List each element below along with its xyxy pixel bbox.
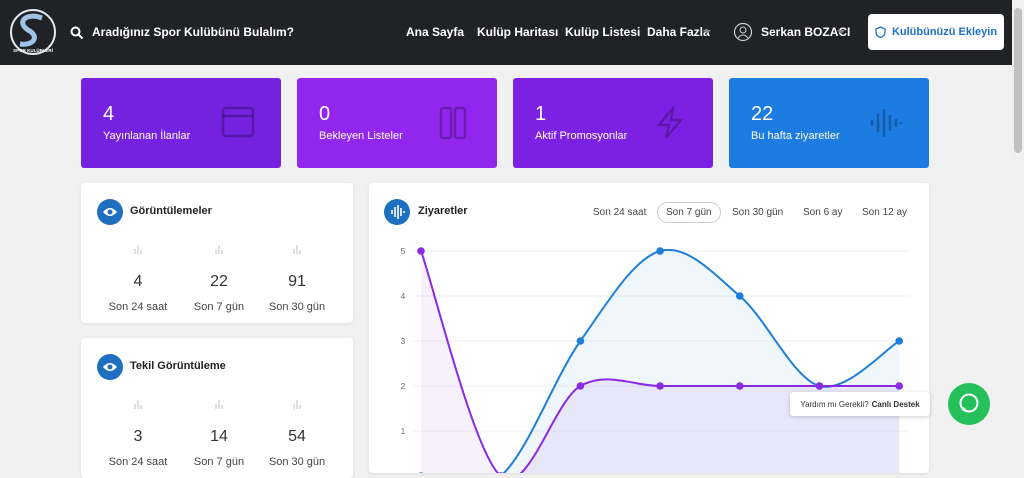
stat-label: Son 24 saat bbox=[108, 301, 168, 313]
navbar: SPOR KULÜPLERİ Aradığınız Spor Kulübünü … bbox=[0, 0, 1012, 65]
stat-value: 22 bbox=[210, 273, 228, 290]
stat-value: 4 bbox=[103, 103, 115, 125]
logo[interactable]: SPOR KULÜPLERİ bbox=[8, 6, 58, 58]
stat-icon bbox=[134, 245, 142, 254]
chat-link[interactable]: Canlı Destek bbox=[871, 399, 920, 409]
stat-card: 22 Bu hafta ziyaretler bbox=[729, 78, 929, 168]
logo-text: SPOR KULÜPLERİ bbox=[13, 47, 53, 53]
data-point bbox=[895, 337, 903, 345]
area-fill bbox=[421, 251, 900, 473]
stat: 3 Son 24 saat bbox=[93, 396, 183, 468]
data-point bbox=[576, 382, 585, 390]
data-point bbox=[815, 382, 824, 390]
caret bbox=[703, 30, 711, 34]
stat-value: 14 bbox=[210, 428, 228, 445]
stat-icon bbox=[293, 400, 301, 409]
visits-panel: Ziyaretler Son 24 saat Son 7 gün Son 30 … bbox=[369, 183, 929, 473]
chat-tooltip[interactable]: Yardım mı Gerekli? Canlı Destek bbox=[790, 392, 930, 416]
data-point bbox=[736, 382, 744, 390]
card-icon bbox=[439, 106, 467, 140]
data-point bbox=[656, 382, 664, 390]
stat: 4 Son 24 saat bbox=[93, 241, 183, 313]
stat-value: 1 bbox=[535, 103, 547, 125]
stat-label: Son 7 gün bbox=[193, 301, 245, 313]
stat-label: Aktif Promosyonlar bbox=[535, 130, 628, 142]
stat-label: Son 30 gün bbox=[268, 456, 326, 468]
stat-label: Bekleyen Listeler bbox=[319, 130, 403, 142]
nav-link[interactable]: Ana Sayfa bbox=[406, 25, 465, 39]
chart-icon bbox=[384, 199, 410, 225]
range-tab[interactable]: Son 7 gün bbox=[657, 202, 721, 223]
stat-card: 0 Bekleyen Listeler bbox=[297, 78, 497, 168]
stat-value: 3 bbox=[133, 428, 143, 445]
stat-icon bbox=[215, 400, 223, 409]
data-point bbox=[417, 247, 425, 255]
y-tick-label: 3 bbox=[401, 337, 406, 346]
stat-card: 4 Yayınlanan İlanlar bbox=[81, 78, 281, 168]
card-icon bbox=[656, 106, 684, 139]
panel-title: Görüntülemeler bbox=[130, 205, 212, 217]
stat-value: 22 bbox=[751, 103, 774, 125]
whatsapp-button[interactable] bbox=[947, 382, 991, 426]
stat: 54 Son 30 gün bbox=[252, 396, 342, 468]
area-fill bbox=[503, 249, 900, 473]
button-label: Kulübünüzü Ekleyin bbox=[891, 26, 998, 38]
unique-views-panel: Tekil Görüntüleme 3 Son 24 saat 14 Son 7 gü… bbox=[81, 338, 353, 478]
views-panel: Görüntülemeler 4 Son 24 saat 22 Son 7 gün 91… bbox=[81, 183, 353, 323]
card-icon bbox=[870, 109, 903, 137]
data-point bbox=[736, 292, 744, 300]
y-tick-label: 1 bbox=[401, 427, 406, 436]
y-tick-label: 5 bbox=[401, 247, 406, 256]
user-name[interactable]: Serkan BOZACI bbox=[761, 25, 851, 39]
stat-icon bbox=[293, 245, 301, 254]
nav-link[interactable]: Kulüp Listesi bbox=[565, 25, 641, 39]
shield-icon bbox=[875, 26, 886, 38]
nav-link[interactable]: Kulüp Haritası bbox=[477, 25, 559, 39]
chat-text: Yardım mı Gerekli? bbox=[800, 399, 869, 409]
range-tab[interactable]: Son 12 ay bbox=[862, 207, 908, 218]
scrollbar-thumb[interactable] bbox=[1014, 8, 1022, 153]
stat-value: 54 bbox=[288, 428, 306, 445]
range-tab[interactable]: Son 6 ay bbox=[803, 207, 843, 218]
series-line bbox=[420, 250, 900, 473]
stat-card: 1 Aktif Promosyonlar bbox=[513, 78, 713, 168]
stat: 14 Son 7 gün bbox=[174, 396, 264, 468]
panel-title: Tekil Görüntüleme bbox=[130, 360, 226, 372]
stat: 22 Son 7 gün bbox=[174, 241, 264, 313]
range-tab[interactable]: Son 30 gün bbox=[732, 207, 784, 218]
stat-label: Son 7 gün bbox=[193, 456, 245, 468]
eye-icon bbox=[97, 199, 123, 225]
stat-value: 4 bbox=[133, 273, 143, 290]
line-chart: 1 2 3 4 5 bbox=[401, 247, 909, 473]
data-point bbox=[656, 247, 664, 255]
stat-label: Son 24 saat bbox=[108, 456, 168, 468]
card-icon bbox=[221, 106, 255, 138]
data-point bbox=[895, 382, 903, 390]
chart-title: Ziyaretler bbox=[418, 205, 468, 217]
avatar[interactable] bbox=[733, 22, 753, 42]
stat-label: Yayınlanan İlanlar bbox=[103, 130, 191, 142]
stat-icon bbox=[134, 400, 142, 409]
stat-label: Son 30 gün bbox=[268, 301, 326, 313]
range-tab[interactable]: Son 24 saat bbox=[593, 207, 647, 218]
stat-icon bbox=[215, 245, 223, 254]
y-tick-label: 4 bbox=[401, 292, 406, 301]
eye-icon bbox=[97, 354, 123, 380]
nav-link[interactable]: Daha Fazla bbox=[647, 25, 710, 39]
data-point bbox=[576, 337, 585, 345]
stat: 91 Son 30 gün bbox=[252, 241, 342, 313]
search-input[interactable]: Aradığınız Spor Kulübünü Bulalım? bbox=[92, 25, 294, 39]
stat-label: Bu hafta ziyaretler bbox=[751, 130, 840, 142]
search-icon bbox=[70, 26, 84, 40]
stat-value: 91 bbox=[288, 273, 306, 290]
stat-value: 0 bbox=[319, 103, 331, 125]
add-club-button[interactable]: Kulübünüzü Ekleyin bbox=[868, 14, 1004, 50]
caret bbox=[837, 30, 845, 34]
y-tick-label: 2 bbox=[401, 382, 406, 391]
